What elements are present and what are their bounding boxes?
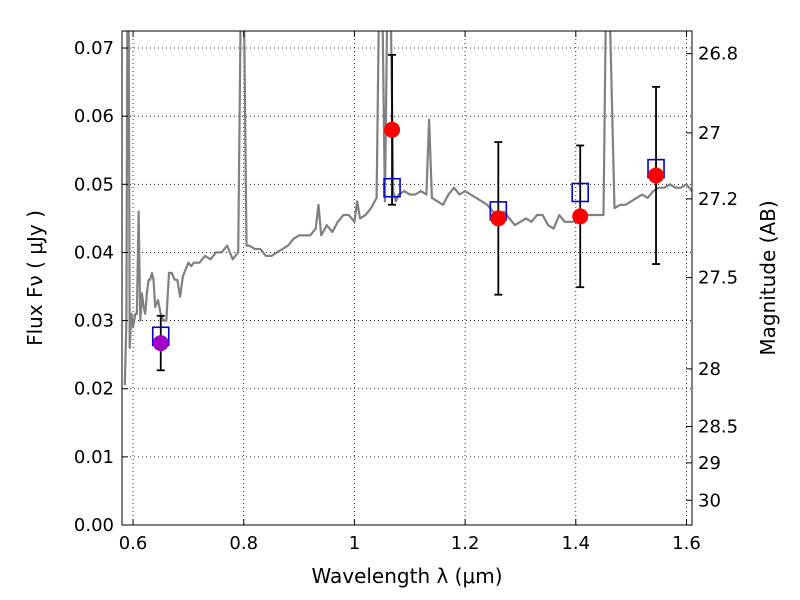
y-tick-label: 0.07 bbox=[74, 38, 114, 59]
observed-point bbox=[152, 335, 169, 352]
y-tick-label: 0.03 bbox=[74, 311, 114, 332]
spectrum-line bbox=[123, 31, 692, 386]
observed-point bbox=[648, 167, 665, 184]
magnitude-ticks: 26.8 27 27.2 27.5 28 28.5 29 30 bbox=[686, 44, 738, 511]
y-ticks: 0.00 0.01 0.02 0.03 0.04 0.05 0.06 0.07 bbox=[74, 38, 128, 536]
y-tick-label: 0.04 bbox=[74, 242, 114, 263]
magnitude-tick-label: 28.5 bbox=[698, 417, 738, 438]
x-tick-label: 1.4 bbox=[561, 533, 590, 554]
magnitude-tick-label: 27.5 bbox=[698, 268, 738, 289]
model-point bbox=[383, 177, 401, 198]
model-point bbox=[571, 182, 590, 203]
y-tick-label: 0.00 bbox=[74, 515, 114, 536]
magnitude-tick-label: 30 bbox=[698, 490, 721, 511]
observed-point bbox=[490, 210, 507, 227]
y-tick-label: 0.06 bbox=[74, 106, 114, 127]
observed-point bbox=[384, 121, 401, 138]
magnitude-tick-label: 27.2 bbox=[698, 189, 738, 210]
x-tick-label: 0.8 bbox=[229, 533, 258, 554]
y-tick-label: 0.05 bbox=[74, 174, 114, 195]
y-tick-label: 0.01 bbox=[74, 447, 114, 468]
x-axis-label: Wavelength λ (μm) bbox=[311, 564, 502, 588]
x-ticks: 0.6 0.8 1 1.2 1.4 1.6 bbox=[119, 31, 701, 554]
observed-point bbox=[572, 208, 589, 225]
x-tick-label: 1.6 bbox=[672, 533, 701, 554]
magnitude-tick-label: 29 bbox=[698, 453, 721, 474]
x-tick-label: 1.2 bbox=[451, 533, 480, 554]
plot-frame bbox=[121, 30, 693, 526]
magnitude-tick-label: 26.8 bbox=[698, 44, 738, 65]
magnitude-tick-label: 28 bbox=[698, 359, 721, 380]
y-axis-label: Flux Fν ( μJy ) bbox=[23, 210, 47, 346]
x-tick-label: 1 bbox=[349, 533, 360, 554]
observed-points bbox=[152, 121, 665, 352]
y-axis-label-right: Magnitude (AB) bbox=[756, 200, 780, 355]
y-tick-label: 0.02 bbox=[74, 379, 114, 400]
x-tick-label: 0.6 bbox=[119, 533, 148, 554]
grid bbox=[122, 31, 692, 526]
spectrum-layer bbox=[123, 31, 692, 386]
magnitude-tick-label: 27 bbox=[698, 123, 721, 144]
